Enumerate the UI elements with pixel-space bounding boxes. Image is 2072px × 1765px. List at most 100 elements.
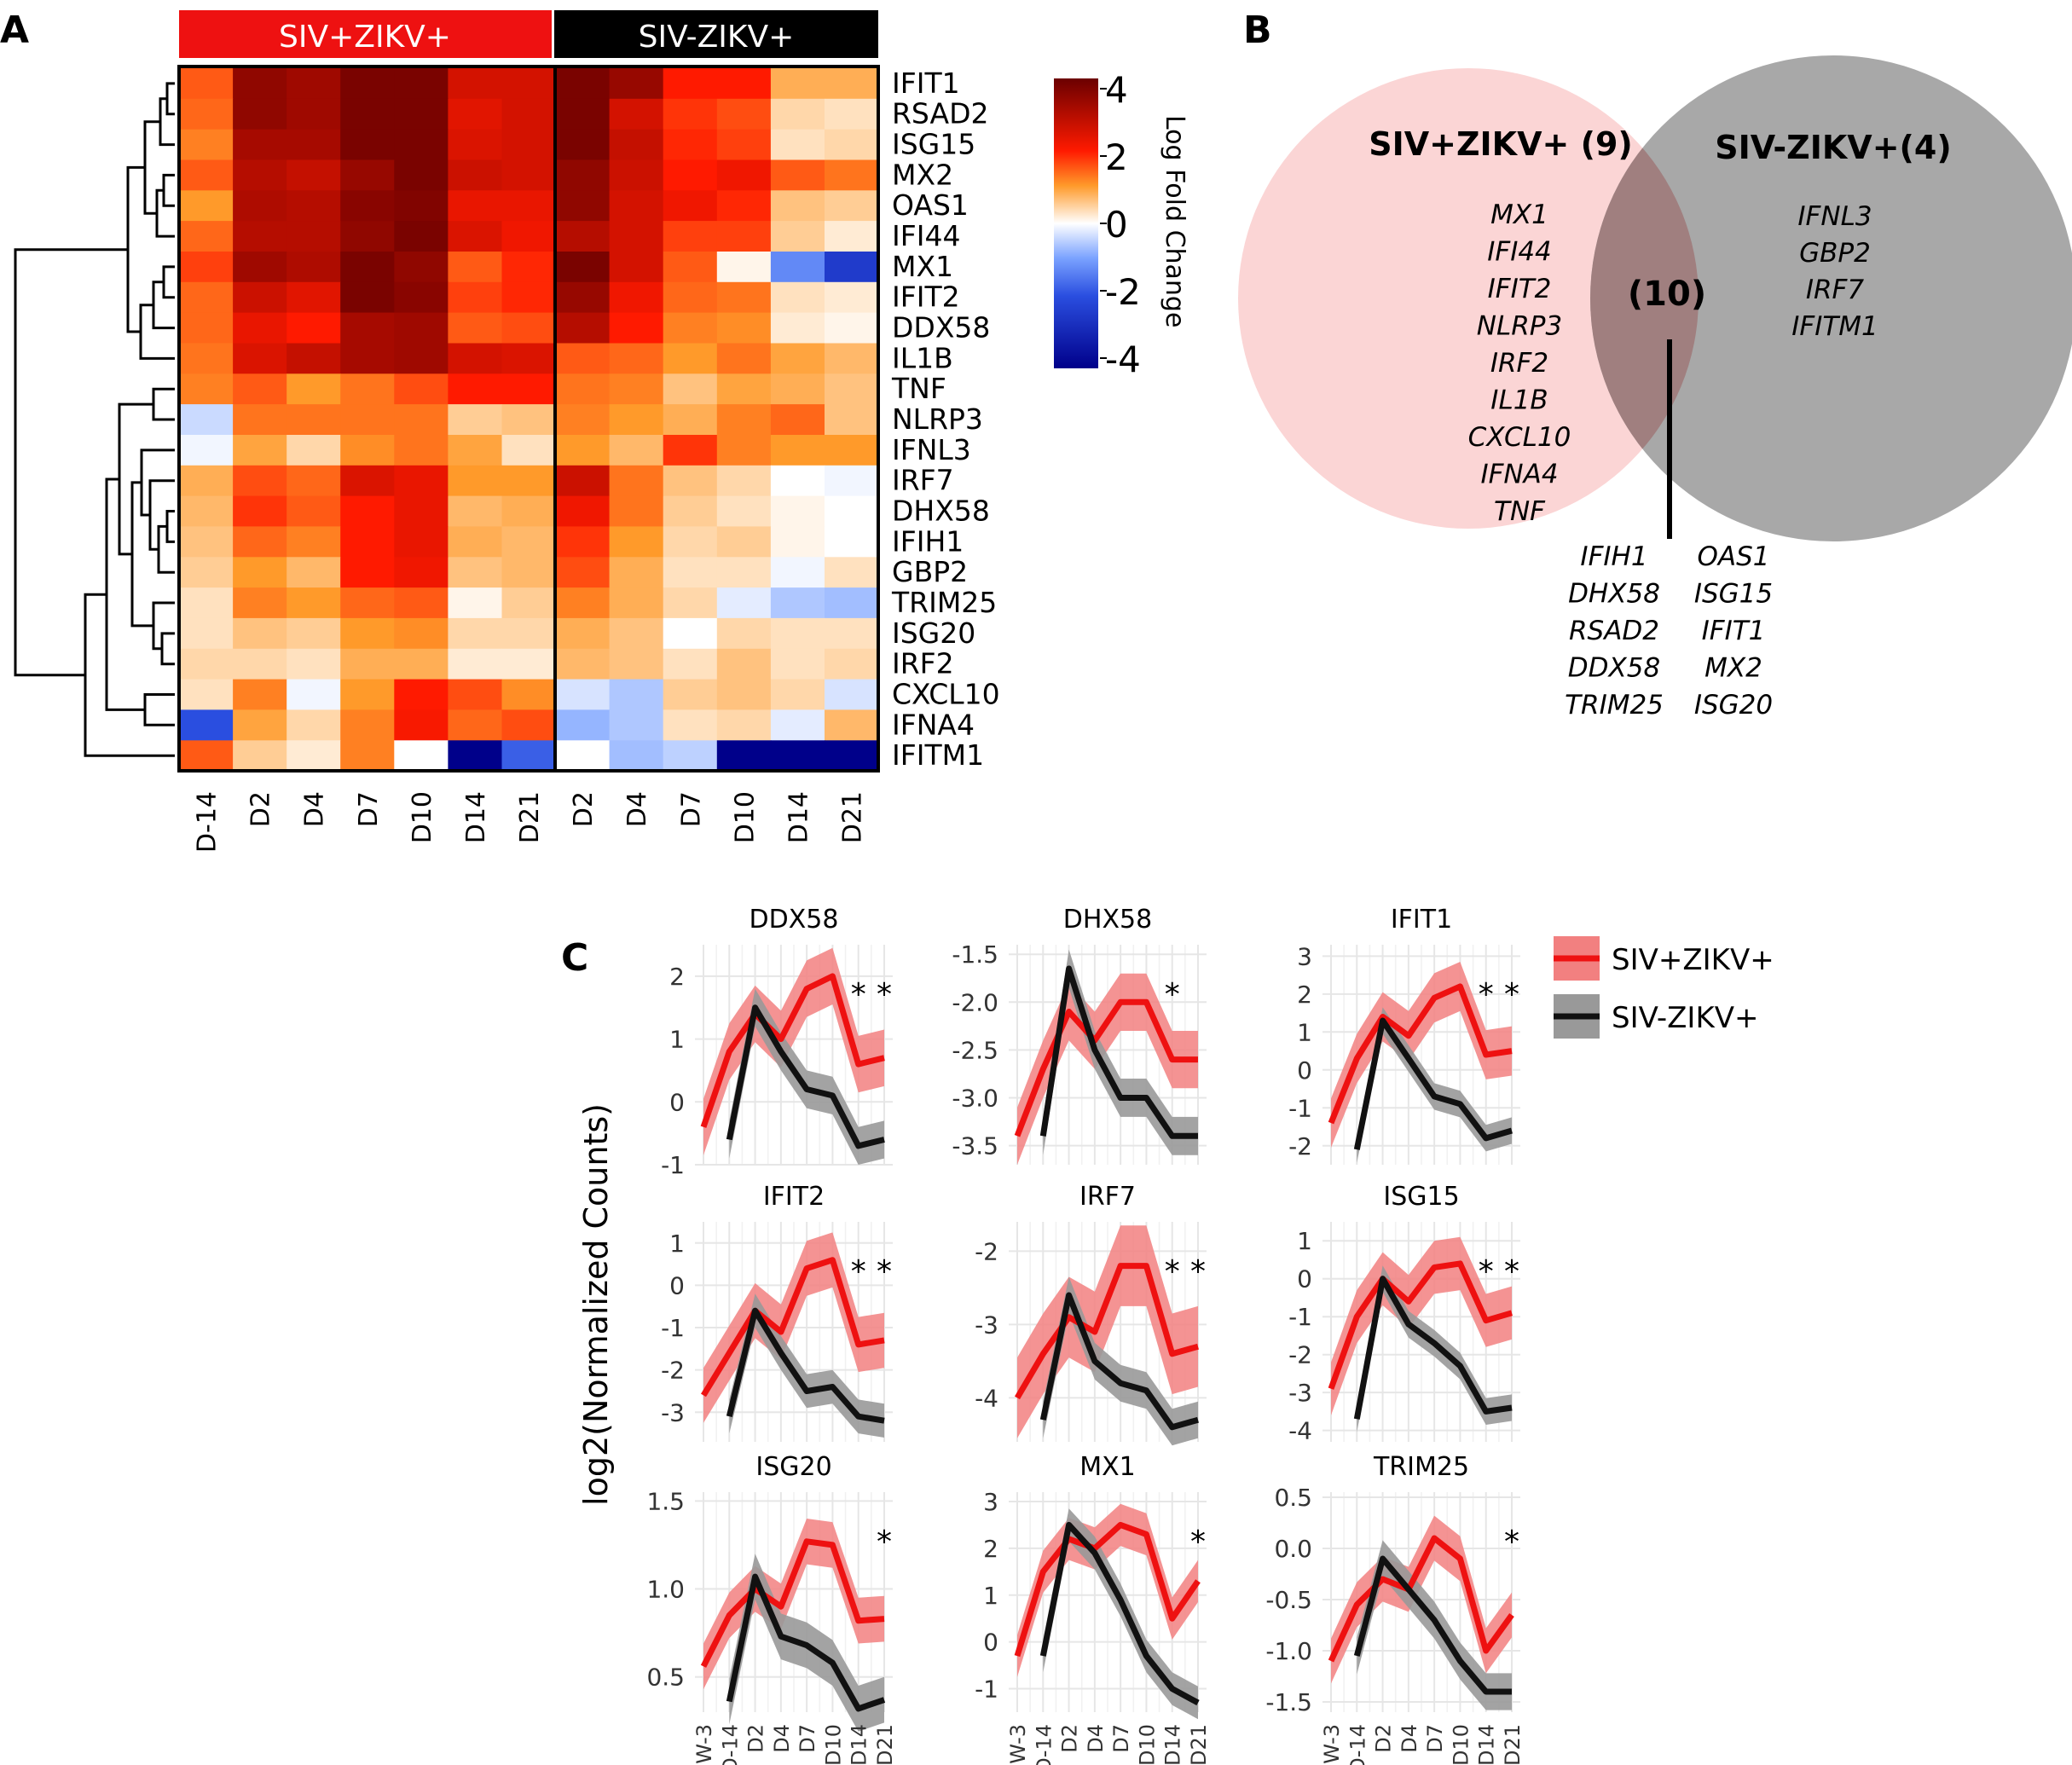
- x-tick-label: D-14: [1346, 1724, 1369, 1765]
- heatmap-cell: [555, 679, 611, 710]
- heatmap-cell: [394, 679, 449, 710]
- heatmap-cell: [179, 252, 234, 283]
- y-tick-label: -4: [1288, 1417, 1312, 1445]
- series-line-black: [726, 1004, 885, 1149]
- x-tick-label: D14: [848, 1724, 871, 1765]
- heatmap-cell: [825, 648, 879, 680]
- heatmap-cell: [394, 373, 449, 405]
- y-tick-label: -3.5: [952, 1132, 998, 1160]
- x-tick-label: D-14: [1032, 1724, 1056, 1765]
- heatmap-row-label: TNF: [891, 372, 946, 405]
- y-tick-label: -2: [661, 1357, 685, 1385]
- heatmap-cell: [825, 404, 879, 436]
- x-tick-label: D14: [1161, 1724, 1185, 1765]
- line-panel-title: IFIT2: [763, 1182, 825, 1212]
- heatmap-cell: [394, 587, 449, 619]
- heatmap-cell: [663, 495, 718, 527]
- heatmap-cell: [770, 252, 825, 283]
- heatmap-cell: [501, 129, 557, 161]
- venn-overlap-genes: IFIH1 DHX58 RSAD2 DDX58 TRIM25 OAS1 ISG15 IFIT1…: [1565, 541, 1773, 720]
- heatmap-cell: [609, 709, 664, 741]
- venn-right-gene: IFITM1: [1791, 311, 1878, 342]
- heatmap-cell: [340, 281, 395, 314]
- heatmap-cell: [394, 68, 449, 100]
- heatmap-cell: [501, 709, 557, 741]
- y-tick-label: -1: [1288, 1303, 1312, 1331]
- heatmap-cell: [501, 221, 557, 252]
- heatmap-cell: [233, 587, 287, 619]
- heatmap-cell: [555, 343, 611, 374]
- heatmap-cell: [663, 252, 718, 283]
- heatmap-cell: [770, 587, 825, 619]
- heatmap-row-label: MX1: [892, 250, 953, 283]
- series-line-red: [701, 1257, 885, 1398]
- y-tick-label: 0.5: [646, 1664, 685, 1692]
- dendrogram-branch: [139, 304, 175, 360]
- heatmap-cell: [394, 557, 449, 588]
- heatmap-cell: [609, 526, 664, 558]
- color-legend-tick: 2: [1105, 136, 1128, 178]
- heatmap-cell: [716, 312, 772, 344]
- heatmap-cell: [179, 68, 234, 100]
- heatmap-col-label: D14: [461, 791, 491, 843]
- heatmap-cell: [286, 709, 341, 741]
- heatmap-cell: [233, 68, 287, 100]
- y-tick-label: -3.0: [952, 1084, 998, 1112]
- heatmap-cell: [825, 373, 879, 405]
- y-tick-label: -1.0: [1265, 1637, 1312, 1665]
- heatmap-cell: [825, 159, 879, 191]
- y-tick-label: -4: [975, 1384, 998, 1412]
- heatmap-row-label: GBP2: [892, 555, 968, 588]
- y-tick-label: 0: [669, 1271, 685, 1299]
- heatmap-cell: [609, 587, 664, 619]
- heatmap-col-label: D7: [354, 791, 384, 827]
- heatmap-cell: [179, 129, 234, 161]
- heatmap-cell: [825, 709, 879, 741]
- heatmap-cell: [394, 129, 449, 161]
- y-tick-label: 1: [1297, 1018, 1312, 1046]
- dendrogram-branch: [155, 188, 175, 238]
- x-tick-label: D2: [1058, 1724, 1082, 1753]
- significance-star: *: [1190, 1525, 1206, 1560]
- venn-overlap-gene: IFIH1: [1580, 541, 1647, 572]
- heatmap-row-label: DHX58: [892, 495, 990, 528]
- heatmap-cell: [179, 495, 234, 527]
- y-tick-label: -1.5: [1265, 1688, 1312, 1716]
- heatmap-cell: [609, 343, 664, 374]
- heatmap-cell: [394, 221, 449, 252]
- dendrogram-branch: [152, 601, 175, 651]
- heatmap-cell: [448, 709, 503, 741]
- heatmap-cell: [770, 373, 825, 405]
- heatmap-cell: [179, 617, 234, 650]
- heatmap-cell: [394, 740, 449, 772]
- heatmap-cell: [770, 435, 825, 466]
- heatmap-cell: [825, 526, 879, 558]
- line-panel-title: DDX58: [750, 905, 839, 935]
- y-tick-label: -3: [975, 1311, 998, 1339]
- heatmap-cell: [555, 648, 611, 680]
- heatmap-cell: [448, 343, 503, 374]
- x-tick-label: D4: [770, 1724, 794, 1753]
- heatmap-cell: [448, 404, 503, 436]
- heatmap-cell: [609, 740, 664, 772]
- series-line-red: [1328, 1535, 1514, 1663]
- heatmap-cell: [286, 343, 341, 374]
- heatmap-col-label: D10: [730, 791, 760, 843]
- heatmap-cell: [179, 312, 234, 344]
- heatmap-cell: [340, 465, 395, 497]
- y-tick-label: 2: [983, 1535, 998, 1563]
- line-panel-title: IRF7: [1079, 1182, 1136, 1212]
- heatmap-cell: [448, 435, 503, 466]
- heatmap-cell: [609, 404, 664, 436]
- heatmap-row-label: IFNA4: [892, 708, 975, 741]
- color-legend-title: Log Fold Change: [1160, 115, 1189, 327]
- line-panel-title: IFIT1: [1391, 905, 1452, 935]
- heatmap-cell: [501, 435, 557, 466]
- series-line-black: [1039, 965, 1198, 1139]
- heatmap-cell: [233, 221, 287, 252]
- heatmap-cell: [770, 526, 825, 558]
- heatmap-cell: [716, 98, 772, 130]
- heatmap-cell: [716, 159, 772, 191]
- heatmap-cell: [233, 343, 287, 374]
